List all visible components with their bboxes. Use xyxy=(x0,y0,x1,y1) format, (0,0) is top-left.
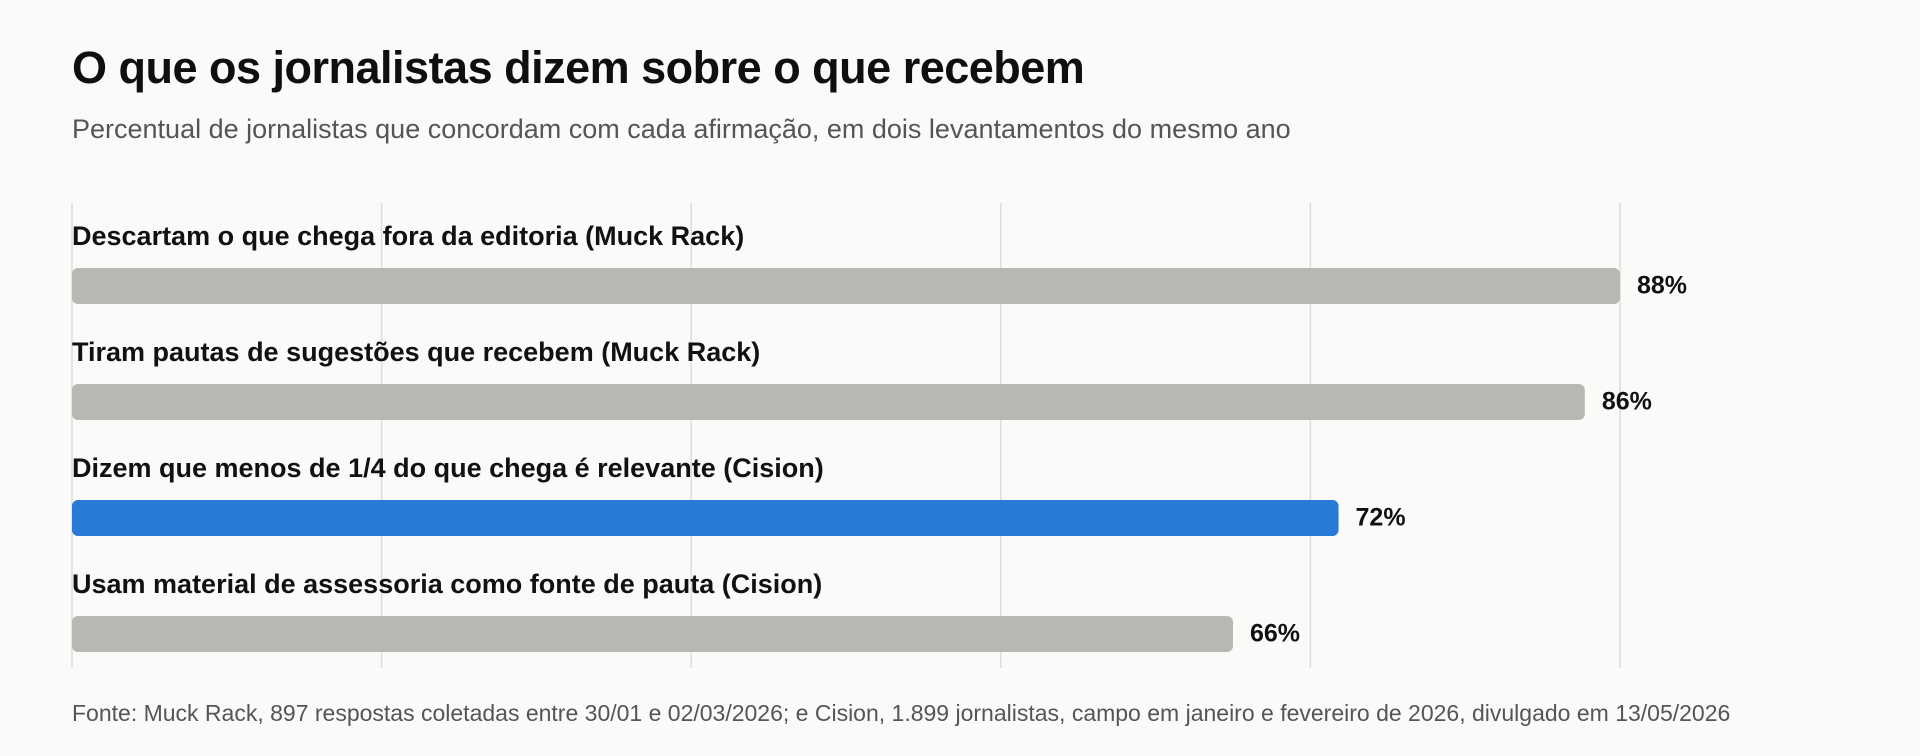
value-label: 72% xyxy=(1356,504,1406,532)
chart-title: O que os jornalistas dizem sobre o que r… xyxy=(72,42,1085,93)
category-label: Descartam o que chega fora da editoria (… xyxy=(72,221,744,251)
value-label: 66% xyxy=(1250,620,1300,648)
category-label: Dizem que menos de 1/4 do que chega é re… xyxy=(72,453,824,483)
value-label: 86% xyxy=(1602,388,1652,416)
bar-chart: Descartam o que chega fora da editoria (… xyxy=(71,203,1687,668)
category-label: Usam material de assessoria como fonte d… xyxy=(72,569,822,599)
bar xyxy=(72,268,1620,304)
value-label: 88% xyxy=(1637,272,1687,300)
bar xyxy=(72,616,1233,652)
bars: Descartam o que chega fora da editoria (… xyxy=(72,221,1687,652)
bar xyxy=(72,500,1339,536)
bar xyxy=(72,384,1585,420)
chart-subtitle: Percentual de jornalistas que concordam … xyxy=(72,114,1291,144)
category-label: Tiram pautas de sugestões que recebem (M… xyxy=(72,337,760,367)
source-note: Fonte: Muck Rack, 897 respostas coletada… xyxy=(72,700,1731,726)
